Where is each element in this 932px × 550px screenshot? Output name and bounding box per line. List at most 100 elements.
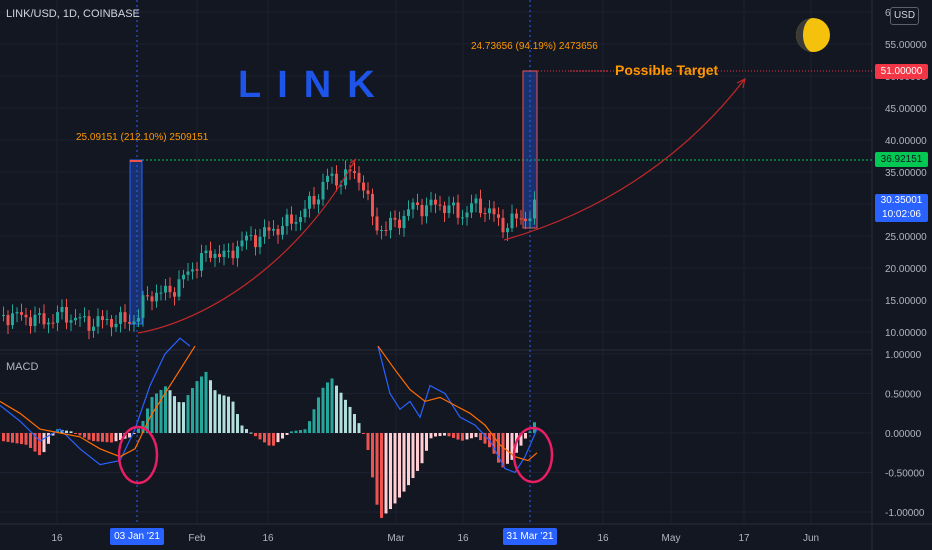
macd-histogram-bar bbox=[24, 433, 28, 445]
candle-body bbox=[326, 175, 329, 182]
candle-body bbox=[96, 316, 100, 327]
candle-body bbox=[443, 205, 446, 214]
watermark-text: LINK bbox=[238, 64, 391, 106]
macd-histogram-bar bbox=[312, 409, 316, 433]
macd-histogram-bar bbox=[326, 382, 329, 433]
price-tick-label: 20.00000 bbox=[885, 264, 927, 275]
macd-histogram-bar bbox=[177, 402, 181, 433]
candle-body bbox=[357, 172, 361, 183]
currency-button[interactable]: USD bbox=[890, 7, 919, 25]
macd-histogram-bar bbox=[294, 430, 298, 433]
candle-body bbox=[236, 246, 239, 259]
macd-histogram-bar bbox=[258, 433, 262, 440]
macd-histogram-bar bbox=[128, 433, 131, 438]
macd-histogram-bar bbox=[398, 433, 401, 498]
macd-histogram-bar bbox=[308, 421, 311, 433]
candle-body bbox=[470, 203, 473, 213]
macd-histogram-bar bbox=[231, 401, 235, 433]
candle-body bbox=[263, 227, 266, 237]
measure-label-2: 24.73656 (94.19%) 2473656 bbox=[471, 41, 598, 52]
candle-body bbox=[258, 236, 262, 248]
candle-body bbox=[6, 315, 10, 326]
candle-body bbox=[60, 306, 64, 313]
candle-body bbox=[492, 208, 496, 215]
macd-histogram-bar bbox=[452, 433, 455, 438]
macd-histogram-bar bbox=[74, 433, 77, 434]
trend-arrow-1 bbox=[137, 159, 356, 334]
candle-body bbox=[434, 199, 437, 205]
macd-histogram-bar bbox=[344, 399, 347, 433]
candle-body bbox=[272, 228, 275, 231]
macd-histogram-bar bbox=[218, 394, 221, 433]
macd-histogram-bar bbox=[497, 433, 500, 463]
candle-body bbox=[438, 204, 442, 206]
candle-body bbox=[398, 219, 401, 229]
macd-histogram-bar bbox=[353, 414, 356, 433]
macd-histogram-bar bbox=[335, 385, 338, 433]
candle-body bbox=[128, 322, 131, 324]
candle-body bbox=[371, 193, 374, 217]
candle-body bbox=[164, 285, 167, 293]
macd-histogram-bar bbox=[213, 390, 217, 433]
candle-body bbox=[110, 319, 113, 328]
candle-body bbox=[177, 279, 181, 297]
candle-body bbox=[141, 295, 145, 318]
macd-histogram-bar bbox=[132, 433, 136, 434]
candle-body bbox=[317, 199, 320, 205]
macd-histogram-bar bbox=[389, 433, 392, 510]
bar-countdown: 10:02:06 bbox=[882, 209, 921, 220]
macd-histogram-bar bbox=[510, 433, 514, 460]
macd-histogram-bar bbox=[474, 433, 478, 438]
macd-histogram-bar bbox=[96, 433, 100, 442]
macd-histogram-bar bbox=[249, 432, 253, 434]
last-price: 30.35001 bbox=[880, 195, 923, 206]
macd-histogram-bar bbox=[272, 433, 275, 446]
macd-histogram-bar bbox=[186, 395, 190, 433]
candle-body bbox=[452, 202, 455, 206]
candle-body bbox=[506, 228, 509, 233]
price-axis-ticks: 6055.0000050.0000045.0000040.0000035.000… bbox=[885, 8, 927, 339]
symbol-title[interactable]: LINK/USD, 1D, COINBASE bbox=[6, 8, 140, 20]
macd-histogram-bar bbox=[501, 433, 505, 468]
candle-body bbox=[119, 312, 122, 324]
candle-body bbox=[231, 250, 235, 259]
macd-histogram-bar bbox=[11, 433, 14, 443]
last-price-tag: 30.35001 10:02:06 bbox=[875, 194, 928, 222]
macd-histogram-bar bbox=[110, 433, 113, 443]
macd-histogram-bar bbox=[447, 433, 451, 437]
candle-body bbox=[240, 240, 244, 247]
candle-body bbox=[411, 202, 415, 210]
macd-histogram-bar bbox=[29, 433, 32, 449]
candle-body bbox=[308, 195, 311, 209]
candle-body bbox=[299, 217, 302, 223]
macd-histogram-bar bbox=[182, 402, 185, 433]
candle-body bbox=[474, 198, 478, 204]
candle-body bbox=[168, 285, 172, 293]
candle-body bbox=[294, 222, 298, 224]
moon-icon bbox=[796, 18, 830, 52]
macd-label[interactable]: MACD bbox=[6, 361, 39, 373]
macd-histogram-bar bbox=[276, 433, 280, 443]
candle-body bbox=[254, 235, 257, 248]
date-highlight-1: 03 Jan '21 bbox=[110, 528, 164, 545]
candle-body bbox=[42, 313, 46, 325]
macd-histogram-bar bbox=[209, 380, 212, 433]
measure-box-1-top bbox=[130, 160, 142, 162]
macd-histogram-bar bbox=[245, 429, 248, 433]
candle-body bbox=[15, 312, 19, 314]
macd-histogram-bar bbox=[155, 393, 158, 433]
candle-body bbox=[384, 229, 388, 231]
candle-body bbox=[528, 218, 532, 222]
candle-body bbox=[330, 173, 334, 176]
macd-histogram-bar bbox=[303, 429, 307, 433]
candle-body bbox=[186, 271, 190, 275]
candle-body bbox=[123, 312, 127, 323]
candle-body bbox=[195, 269, 199, 271]
macd-histogram-bar bbox=[402, 433, 406, 492]
time-tick-label: 16 bbox=[597, 533, 609, 544]
candle-body bbox=[488, 208, 491, 214]
price-tick-label: 25.00000 bbox=[885, 232, 927, 243]
signal-line bbox=[0, 345, 538, 462]
macd-histogram-bar bbox=[267, 433, 271, 446]
